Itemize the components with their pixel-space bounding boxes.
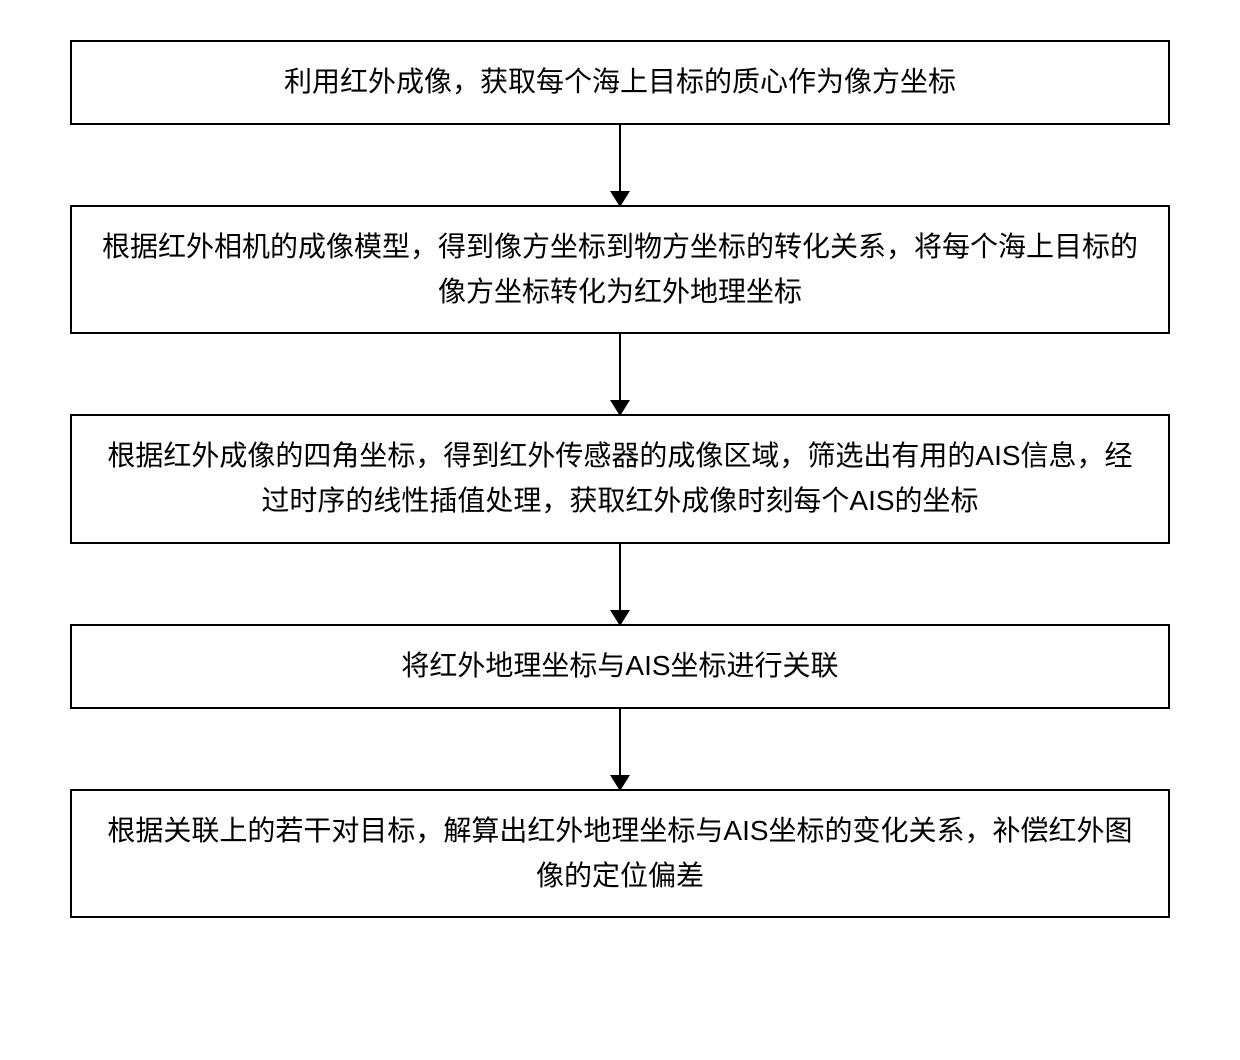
flow-arrow <box>619 334 621 414</box>
flow-step-5-label: 根据关联上的若干对目标，解算出红外地理坐标与AIS坐标的变化关系，补偿红外图像的… <box>107 815 1132 891</box>
flowchart-container: 利用红外成像，获取每个海上目标的质心作为像方坐标 根据红外相机的成像模型，得到像… <box>40 40 1200 918</box>
flow-step-2: 根据红外相机的成像模型，得到像方坐标到物方坐标的转化关系，将每个海上目标的像方坐… <box>70 205 1170 335</box>
flow-step-5: 根据关联上的若干对目标，解算出红外地理坐标与AIS坐标的变化关系，补偿红外图像的… <box>70 789 1170 919</box>
flow-arrow <box>619 125 621 205</box>
flow-step-2-label: 根据红外相机的成像模型，得到像方坐标到物方坐标的转化关系，将每个海上目标的像方坐… <box>102 231 1138 307</box>
flow-arrow <box>619 709 621 789</box>
flow-step-3-label: 根据红外成像的四角坐标，得到红外传感器的成像区域，筛选出有用的AIS信息，经过时… <box>107 440 1132 516</box>
flow-step-4-label: 将红外地理坐标与AIS坐标进行关联 <box>401 650 838 681</box>
flow-step-4: 将红外地理坐标与AIS坐标进行关联 <box>70 624 1170 709</box>
flow-step-1: 利用红外成像，获取每个海上目标的质心作为像方坐标 <box>70 40 1170 125</box>
flow-step-1-label: 利用红外成像，获取每个海上目标的质心作为像方坐标 <box>284 66 956 97</box>
flow-arrow <box>619 544 621 624</box>
flow-step-3: 根据红外成像的四角坐标，得到红外传感器的成像区域，筛选出有用的AIS信息，经过时… <box>70 414 1170 544</box>
